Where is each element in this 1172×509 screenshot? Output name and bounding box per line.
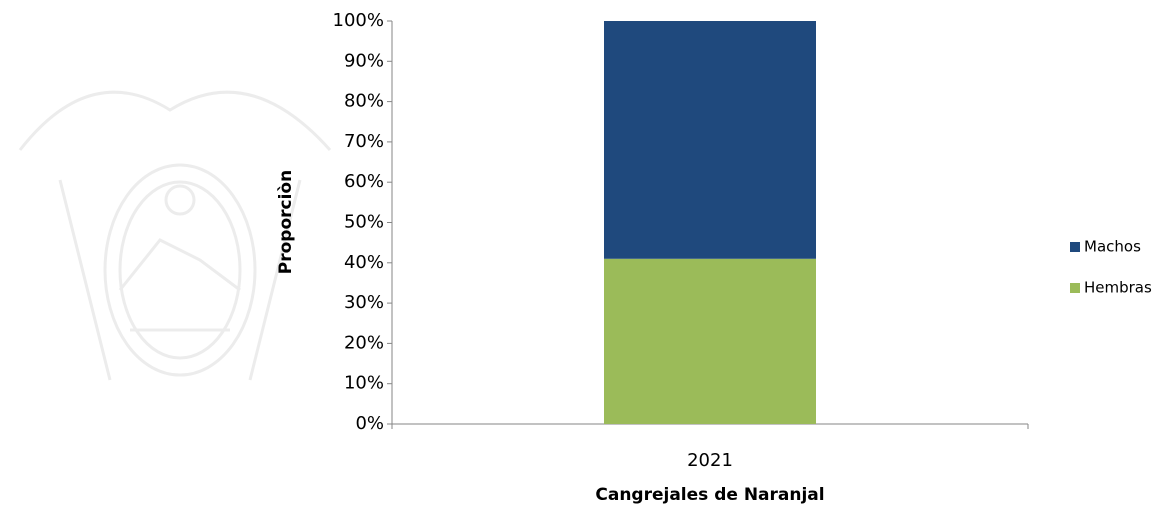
legend-label: Hembras <box>1084 279 1152 297</box>
y-tick-label: 0% <box>355 413 384 434</box>
bar-segment <box>604 21 816 259</box>
legend-label: Machos <box>1084 238 1141 256</box>
y-axis-title: Proporciòn <box>276 170 296 274</box>
y-tick-label: 60% <box>344 171 384 192</box>
y-tick-label: 10% <box>344 373 384 394</box>
y-tick-label: 70% <box>344 131 384 152</box>
watermark <box>18 90 332 381</box>
y-tick-label: 90% <box>344 50 384 71</box>
legend-swatch <box>1070 283 1080 293</box>
y-tick-label: 30% <box>344 292 384 313</box>
y-tick-label: 40% <box>344 252 384 273</box>
bar-segment <box>604 258 816 424</box>
y-tick-label: 20% <box>344 332 384 353</box>
x-tick-label: 2021 <box>687 450 733 471</box>
y-tick-label: 100% <box>333 10 384 31</box>
legend-swatch <box>1070 242 1080 252</box>
x-axis-title: Cangrejales de Naranjal <box>595 485 824 505</box>
y-tick-label: 80% <box>344 91 384 112</box>
y-tick-label: 50% <box>344 212 384 233</box>
